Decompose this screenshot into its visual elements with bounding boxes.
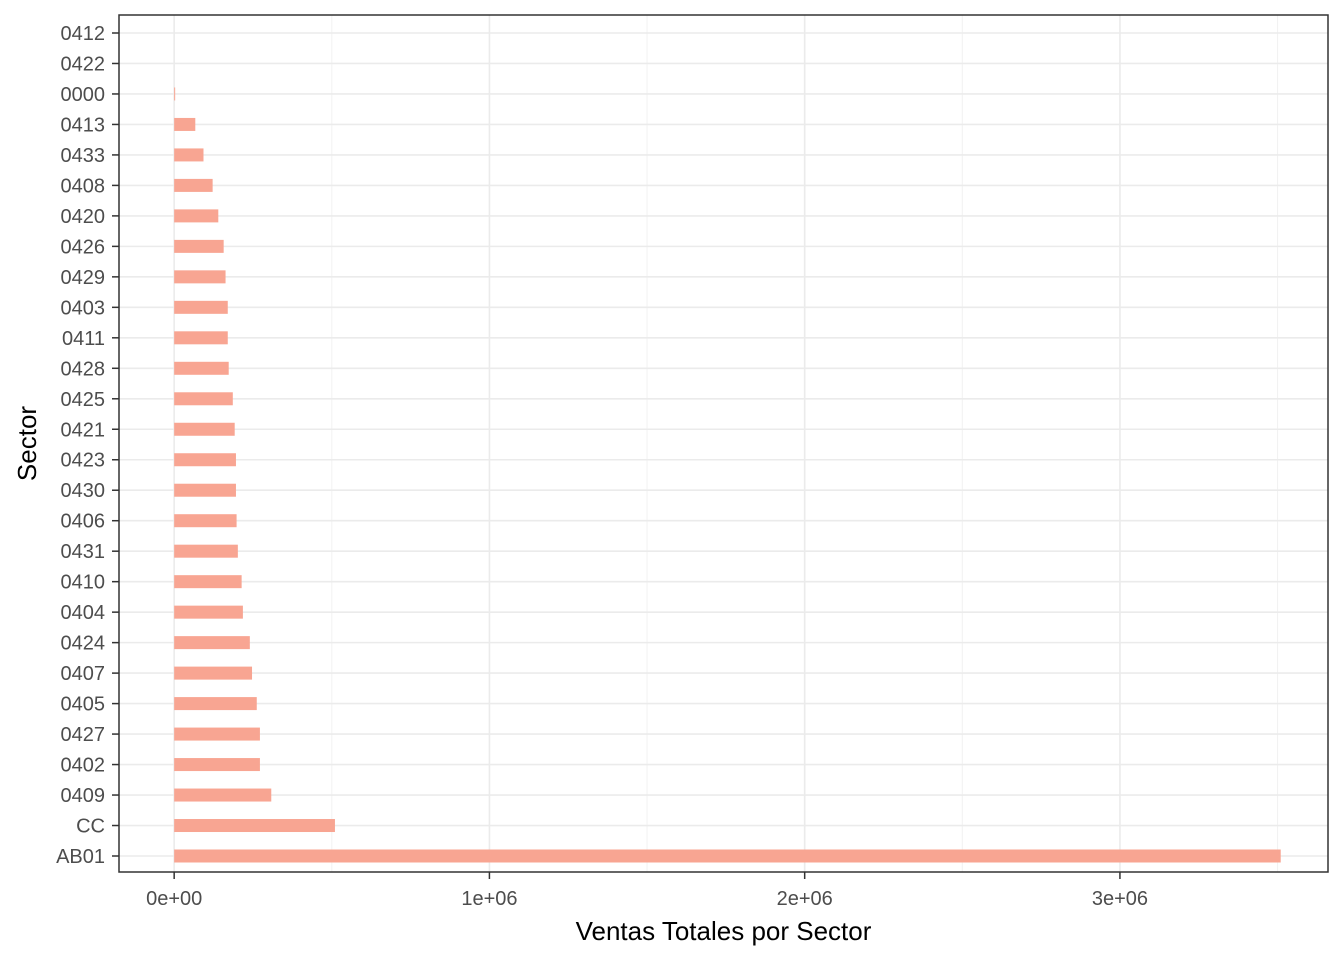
panel-border <box>118 14 1329 873</box>
x-tick-label: 0e+00 <box>146 888 202 910</box>
x-axis: 0e+00 1e+06 2e+06 3e+06 <box>146 872 1148 910</box>
y-tick-label: 0431 <box>61 541 106 563</box>
bar-0402 <box>174 758 260 772</box>
y-tick-label: 0430 <box>61 480 106 502</box>
bar-0000 <box>174 87 176 101</box>
y-tick-label: 0412 <box>61 23 106 45</box>
y-tick-label: 0406 <box>61 511 106 533</box>
y-tick-label: 0404 <box>61 602 106 624</box>
bar-0403 <box>174 300 228 314</box>
y-axis-title: Sector <box>12 406 42 481</box>
bar-0413 <box>174 117 196 131</box>
y-axis: AB01 CC 0409 0402 0427 0405 0407 0424 0404 0410 04… <box>56 23 119 868</box>
y-tick-label: CC <box>76 816 105 838</box>
y-tick-label: 0408 <box>61 175 106 197</box>
y-tick-label: AB01 <box>56 846 105 868</box>
bar-0431 <box>174 544 238 558</box>
bar-0410 <box>174 575 242 589</box>
y-tick-label: 0429 <box>61 267 106 289</box>
bar-0409 <box>174 788 272 802</box>
y-tick-label: 0411 <box>62 328 105 350</box>
bar-0408 <box>174 178 213 192</box>
y-tick-label: 0427 <box>61 724 106 746</box>
y-tick-label: 0402 <box>61 755 106 777</box>
y-tick-label: 0420 <box>61 206 106 228</box>
bar-0406 <box>174 514 237 528</box>
y-tick-label: 0413 <box>61 114 106 136</box>
bar-0424 <box>174 636 250 650</box>
bar-0430 <box>174 483 236 497</box>
y-tick-label: 0409 <box>61 785 106 807</box>
x-tick-label: 1e+06 <box>461 888 517 910</box>
y-tick-label: 0423 <box>61 450 106 472</box>
bar-0427 <box>174 727 260 741</box>
bar-0404 <box>174 605 243 619</box>
y-tick-label: 0422 <box>61 53 106 75</box>
bar-0433 <box>174 148 204 162</box>
bar-0405 <box>174 697 257 711</box>
bar-ab01 <box>174 849 1281 863</box>
x-tick-label: 3e+06 <box>1092 888 1148 910</box>
y-tick-label: 0426 <box>61 236 106 258</box>
bar-0429 <box>174 270 226 284</box>
y-tick-label: 0433 <box>61 145 106 167</box>
y-tick-label: 0424 <box>61 633 106 655</box>
bar-cc <box>174 819 335 833</box>
y-tick-label: 0425 <box>61 389 106 411</box>
y-tick-label: 0410 <box>61 572 106 594</box>
x-axis-title: Ventas Totales por Sector <box>576 916 872 946</box>
y-tick-label: 0000 <box>61 84 106 106</box>
y-tick-label: 0421 <box>61 419 106 441</box>
bar-0421 <box>174 422 235 436</box>
x-tick-label: 2e+06 <box>777 888 833 910</box>
y-tick-label: 0403 <box>61 297 106 319</box>
y-tick-label: 0407 <box>61 663 106 685</box>
grid-lines <box>119 15 1328 872</box>
bar-0420 <box>174 209 219 223</box>
bar-0407 <box>174 666 253 680</box>
y-tick-label: 0428 <box>61 358 106 380</box>
bar-0428 <box>174 361 229 375</box>
bar-0411 <box>174 331 228 345</box>
bar-0425 <box>174 392 233 406</box>
bar-0423 <box>174 453 236 467</box>
y-tick-label: 0405 <box>61 694 106 716</box>
bar-0426 <box>174 239 224 253</box>
bars <box>174 87 1281 863</box>
